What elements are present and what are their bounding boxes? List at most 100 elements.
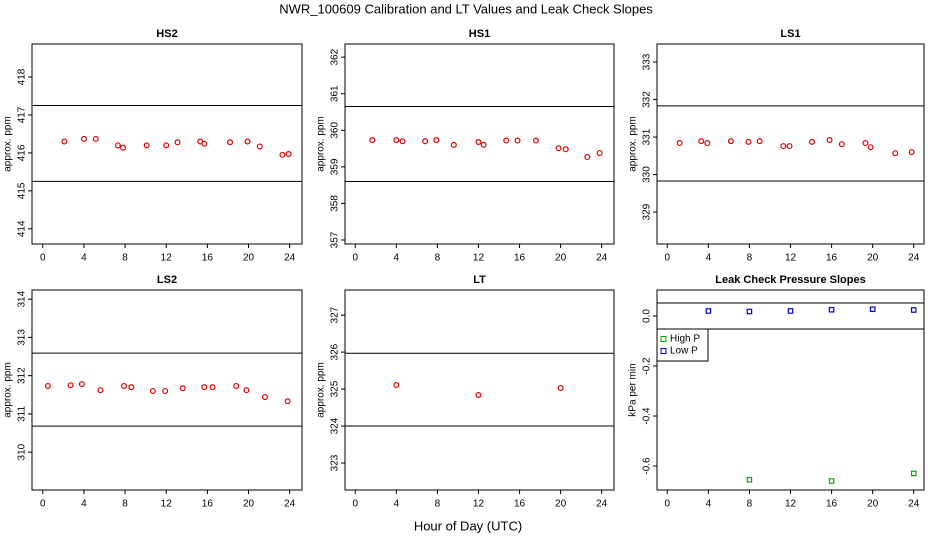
plot-frame <box>656 289 925 491</box>
x-tick-label: 12 <box>785 499 797 510</box>
x-tick-label: 16 <box>826 499 838 510</box>
x-tick-label: 0 <box>40 253 46 264</box>
point <box>809 138 816 145</box>
point <box>756 138 763 145</box>
x-tick-label: 4 <box>81 253 87 264</box>
panel-title: LT <box>473 274 486 286</box>
legend-box <box>656 328 709 362</box>
y-tick-label: 311 <box>17 405 28 421</box>
point <box>908 149 915 156</box>
point <box>838 141 845 148</box>
point <box>209 384 216 391</box>
x-tick-label: 4 <box>706 253 712 264</box>
y-axis-label: approx. ppm <box>316 362 327 418</box>
point <box>399 138 406 145</box>
x-tick-label: 8 <box>435 253 441 264</box>
y-axis-label: kPa per min <box>628 363 639 416</box>
x-tick-label: 0 <box>664 253 670 264</box>
y-tick-label: 357 <box>330 231 341 248</box>
point <box>433 137 440 144</box>
point <box>61 138 68 145</box>
x-tick-label: 12 <box>473 499 485 510</box>
point <box>227 139 234 146</box>
y-tick-label: -0.2 <box>642 357 653 375</box>
y-tick-label: 310 <box>17 443 28 460</box>
point <box>596 149 603 156</box>
point <box>862 140 869 147</box>
point <box>261 394 268 401</box>
point <box>514 137 521 144</box>
point <box>867 144 874 151</box>
point <box>480 141 487 148</box>
point <box>892 150 899 157</box>
point <box>676 140 683 147</box>
point <box>828 306 835 313</box>
point <box>92 135 99 142</box>
y-tick-label: 416 <box>17 144 28 161</box>
y-axis-label: approx. ppm <box>316 116 327 172</box>
x-tick-label: 8 <box>122 253 128 264</box>
y-tick-label: 323 <box>330 454 341 471</box>
x-tick-label: 16 <box>202 499 214 510</box>
y-tick-label: 360 <box>330 122 341 139</box>
legend-label: Low P <box>670 346 698 357</box>
x-tick-label: 24 <box>908 253 920 264</box>
y-tick-label: 417 <box>17 106 28 123</box>
x-tick-label: 16 <box>202 253 214 264</box>
x-tick-label: 24 <box>596 499 608 510</box>
y-axis-label: approx. ppm <box>628 116 639 172</box>
x-tick-label: 20 <box>867 253 879 264</box>
x-tick-label: 0 <box>352 253 358 264</box>
y-tick-label: 313 <box>17 329 28 346</box>
point <box>746 308 753 315</box>
point <box>256 143 263 150</box>
x-tick-label: 8 <box>747 253 753 264</box>
point <box>475 138 482 145</box>
x-tick-label: 20 <box>243 253 255 264</box>
x-tick-label: 20 <box>867 499 879 510</box>
x-tick-label: 4 <box>706 499 712 510</box>
y-tick-label: 325 <box>330 380 341 397</box>
point <box>284 398 291 405</box>
point <box>698 138 705 145</box>
y-tick-label: 418 <box>17 68 28 85</box>
y-tick-label: 333 <box>642 53 653 70</box>
x-tick-label: 12 <box>161 499 173 510</box>
plot-frame <box>31 43 303 245</box>
point <box>869 306 876 313</box>
point <box>243 387 250 394</box>
y-tick-label: -0.4 <box>642 407 653 425</box>
point <box>557 384 564 391</box>
x-tick-label: 16 <box>826 253 838 264</box>
y-tick-label: 330 <box>642 166 653 183</box>
x-tick-label: 0 <box>40 499 46 510</box>
point <box>97 387 104 394</box>
point <box>174 139 181 146</box>
point <box>128 384 135 391</box>
point <box>121 382 128 389</box>
panel-title: Leak Check Pressure Slopes <box>715 274 865 286</box>
plot-frame <box>344 289 615 491</box>
x-tick-label: 0 <box>352 499 358 510</box>
legend-swatch <box>660 336 667 342</box>
panel-title: HS1 <box>469 28 490 40</box>
plot-frame <box>344 43 615 245</box>
x-tick-label: 12 <box>161 253 173 264</box>
point <box>393 137 400 144</box>
y-tick-label: 358 <box>330 195 341 212</box>
x-tick-label: 20 <box>555 499 567 510</box>
y-tick-label: 329 <box>642 203 653 220</box>
y-axis-label: approx. ppm <box>3 362 14 418</box>
point <box>727 138 734 145</box>
x-tick-label: 16 <box>514 499 526 510</box>
x-tick-label: 8 <box>122 499 128 510</box>
point <box>67 382 74 389</box>
point <box>704 140 711 147</box>
y-tick-label: 314 <box>17 290 28 307</box>
point <box>780 143 787 150</box>
x-tick-label: 8 <box>747 499 753 510</box>
y-axis-label: approx. ppm <box>3 116 14 172</box>
point <box>422 138 429 145</box>
